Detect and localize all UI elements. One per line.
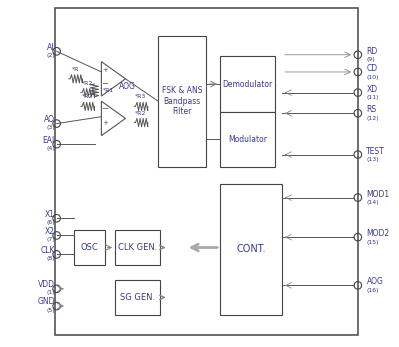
Text: (6): (6): [46, 220, 55, 225]
Text: (11): (11): [366, 95, 379, 100]
Text: (14): (14): [366, 200, 379, 205]
Text: (8): (8): [46, 256, 55, 261]
Text: EAI: EAI: [43, 136, 55, 145]
Text: CLK: CLK: [40, 246, 55, 255]
Text: *R2: *R2: [135, 111, 147, 116]
Text: MOD1: MOD1: [366, 190, 389, 198]
Text: CD: CD: [366, 64, 377, 73]
Text: GND: GND: [38, 297, 55, 306]
Text: −: −: [101, 104, 109, 113]
Text: +: +: [102, 120, 108, 126]
FancyBboxPatch shape: [220, 57, 275, 111]
FancyBboxPatch shape: [74, 230, 105, 265]
Text: *R: *R: [72, 67, 79, 72]
Text: (4): (4): [46, 146, 55, 151]
Text: AOG: AOG: [366, 278, 383, 286]
Text: AO: AO: [44, 115, 55, 124]
Text: Modulator: Modulator: [228, 135, 267, 144]
FancyBboxPatch shape: [220, 184, 282, 315]
Text: (1): (1): [46, 290, 55, 295]
FancyBboxPatch shape: [115, 230, 160, 265]
Text: (13): (13): [366, 157, 379, 162]
Text: TEST: TEST: [366, 147, 385, 155]
Text: *R1: *R1: [103, 88, 115, 93]
Text: SG GEN.: SG GEN.: [120, 293, 155, 302]
Text: FSK & ANS
Bandpass
Filter: FSK & ANS Bandpass Filter: [162, 86, 203, 116]
Text: (2): (2): [46, 53, 55, 58]
Text: CONT.: CONT.: [236, 244, 266, 254]
Text: RD: RD: [366, 47, 378, 56]
Text: −: −: [101, 79, 109, 88]
Text: *R3: *R3: [135, 94, 147, 100]
Text: *R2: *R2: [82, 94, 93, 100]
Text: AI: AI: [47, 43, 55, 52]
Text: OSC: OSC: [81, 243, 98, 252]
Text: VDD: VDD: [38, 280, 55, 289]
Text: MOD2: MOD2: [366, 229, 389, 238]
Text: RS: RS: [366, 105, 377, 114]
Text: (15): (15): [366, 240, 379, 245]
Text: X2: X2: [45, 227, 55, 236]
Text: (10): (10): [366, 75, 379, 79]
FancyBboxPatch shape: [55, 8, 358, 335]
Text: (16): (16): [366, 288, 379, 293]
FancyBboxPatch shape: [220, 111, 275, 167]
FancyBboxPatch shape: [158, 36, 206, 167]
Text: CLK GEN.: CLK GEN.: [118, 243, 157, 252]
Text: (3): (3): [46, 125, 55, 130]
Text: X1: X1: [45, 210, 55, 219]
Text: (7): (7): [46, 237, 55, 242]
FancyBboxPatch shape: [115, 280, 160, 315]
Text: (12): (12): [366, 116, 379, 121]
Text: XD: XD: [366, 85, 377, 94]
Text: (5): (5): [46, 308, 55, 313]
Text: Demodulator: Demodulator: [223, 79, 273, 88]
Text: +: +: [102, 67, 108, 73]
Text: (9): (9): [366, 57, 375, 62]
Text: *R2: *R2: [82, 81, 93, 86]
Text: AOG: AOG: [119, 82, 136, 91]
